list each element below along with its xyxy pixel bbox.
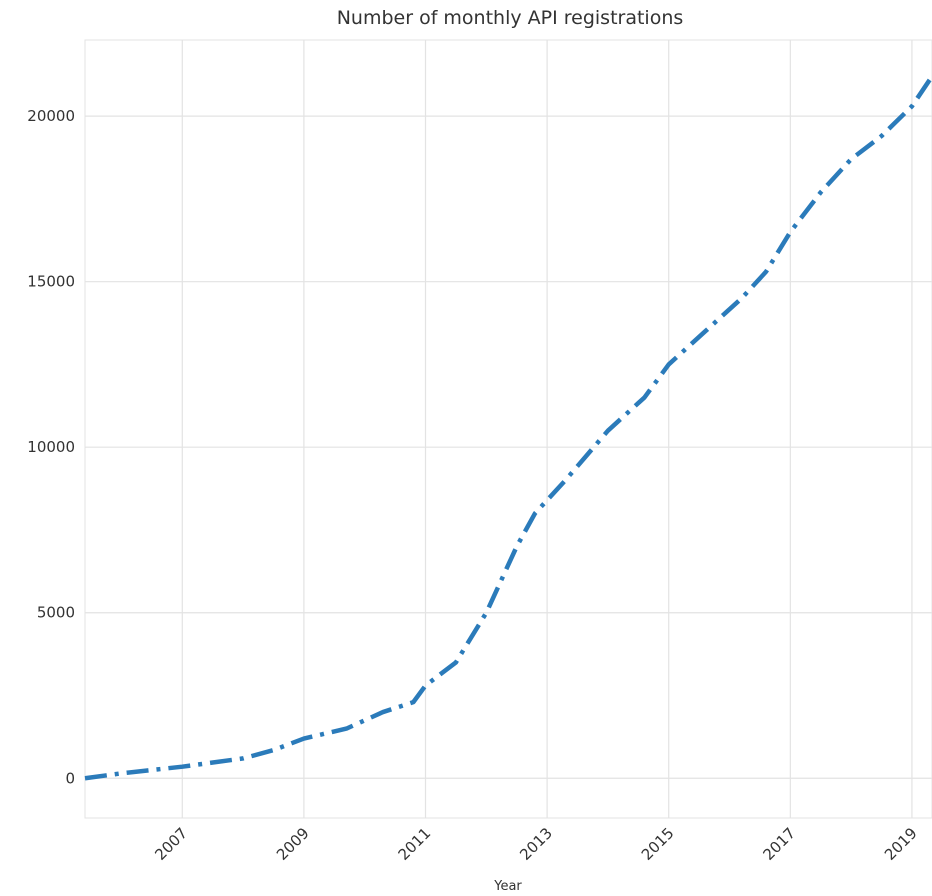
x-tick-label: 2015 — [638, 824, 678, 864]
x-tick-label: 2011 — [395, 824, 435, 864]
x-tick-label: 2007 — [151, 824, 191, 864]
y-tick-label: 15000 — [27, 273, 75, 291]
chart-title: Number of monthly API registrations — [337, 7, 684, 29]
plot-area — [84, 39, 932, 819]
line — [84, 75, 932, 781]
y-tick-label: 5000 — [37, 604, 75, 622]
x-axis-label: Year — [493, 879, 522, 894]
x-tick-label: 2019 — [881, 824, 921, 864]
x-tick-label: 2009 — [273, 824, 313, 864]
x-tick-label: 2013 — [516, 824, 556, 864]
y-tick-label: 0 — [65, 769, 75, 787]
y-tick-label: 10000 — [27, 438, 75, 456]
y-tick-label: 20000 — [27, 107, 75, 125]
x-tick-label: 2017 — [759, 824, 799, 864]
